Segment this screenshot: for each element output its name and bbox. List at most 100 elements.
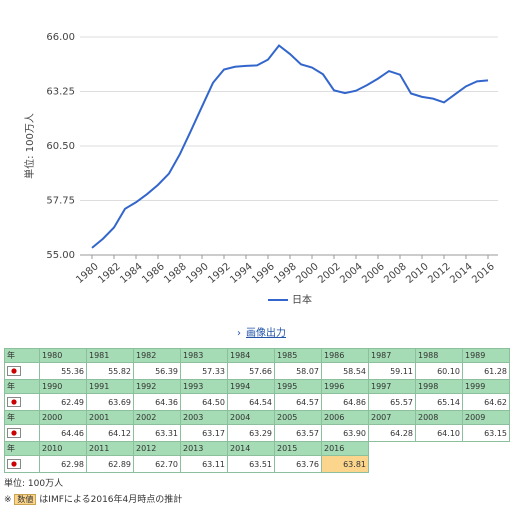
flag bbox=[7, 397, 21, 407]
year-cell: 1986 bbox=[321, 348, 369, 363]
year-cell: 1982 bbox=[133, 348, 181, 363]
year-cell: 2012 bbox=[133, 441, 181, 456]
year-cell: 1996 bbox=[321, 379, 369, 394]
year-cell: 2009 bbox=[462, 410, 510, 425]
year-cell: 1988 bbox=[415, 348, 463, 363]
flag-cell bbox=[4, 455, 40, 473]
year-cell: 2005 bbox=[274, 410, 322, 425]
line-series bbox=[91, 44, 489, 249]
value-cell: 64.46 bbox=[39, 424, 87, 442]
value-cell: 62.89 bbox=[86, 455, 134, 473]
year-cell: 1983 bbox=[180, 348, 228, 363]
value-cell: 64.50 bbox=[180, 393, 228, 411]
x-tick-label: 2000 bbox=[294, 261, 321, 286]
year-cell: 1993 bbox=[180, 379, 228, 394]
year-cell: 2013 bbox=[180, 441, 228, 456]
value-cell: 63.81 bbox=[321, 455, 369, 473]
year-cell: 2008 bbox=[415, 410, 463, 425]
year-cell: 1997 bbox=[368, 379, 416, 394]
year-cell: 1989 bbox=[462, 348, 510, 363]
x-tick-label: 2012 bbox=[426, 261, 453, 286]
value-cell: 63.15 bbox=[462, 424, 510, 442]
year-cell: 1991 bbox=[86, 379, 134, 394]
value-cell: 64.86 bbox=[321, 393, 369, 411]
y-tick-label: 57.75 bbox=[46, 196, 75, 207]
flag-cell bbox=[4, 362, 40, 380]
note-text: はIMFによる2016年4月時点の推計 bbox=[39, 495, 183, 505]
y-tick-label: 66.00 bbox=[46, 32, 75, 43]
value-row: 55.36 55.82 56.39 57.33 57.66 58.07 58.54 59.11… bbox=[4, 362, 510, 380]
x-tick-label: 1988 bbox=[162, 261, 189, 286]
flag-cell bbox=[4, 393, 40, 411]
export-link[interactable]: 画像出力 bbox=[246, 326, 286, 339]
x-tick-label: 2016 bbox=[470, 261, 497, 286]
year-header: 年 bbox=[4, 410, 40, 425]
header-row: 年 1990 1991 1992 1993 1994 1995 1996 1997 1998 199… bbox=[4, 379, 510, 394]
value-cell: 64.36 bbox=[133, 393, 181, 411]
value-cell: 55.36 bbox=[39, 362, 87, 380]
empty-cell bbox=[463, 442, 510, 456]
year-cell: 1981 bbox=[86, 348, 134, 363]
y-tick-label: 63.25 bbox=[46, 87, 75, 98]
flag bbox=[7, 366, 21, 376]
value-cell: 64.57 bbox=[274, 393, 322, 411]
value-cell: 64.28 bbox=[368, 424, 416, 442]
year-cell: 2003 bbox=[180, 410, 228, 425]
value-cell: 62.98 bbox=[39, 455, 87, 473]
year-cell: 2002 bbox=[133, 410, 181, 425]
year-cell: 2015 bbox=[274, 441, 322, 456]
x-tick-label: 2002 bbox=[316, 261, 343, 286]
empty-cell bbox=[369, 456, 416, 473]
x-tick-label: 1986 bbox=[140, 261, 167, 286]
value-cell: 63.17 bbox=[180, 424, 228, 442]
x-tick-label: 1998 bbox=[272, 261, 299, 286]
header-row: 年 2010 2011 2012 2013 2014 2015 2016 bbox=[4, 441, 510, 456]
year-cell: 1994 bbox=[227, 379, 275, 394]
empty-cell bbox=[416, 442, 463, 456]
flag-cell bbox=[4, 424, 40, 442]
x-tick-label: 1990 bbox=[184, 261, 211, 286]
empty-cell bbox=[416, 456, 463, 473]
x-tick-label: 1984 bbox=[118, 261, 145, 286]
x-tick-label: 2004 bbox=[338, 261, 365, 286]
flag bbox=[7, 459, 21, 469]
value-cell: 63.29 bbox=[227, 424, 275, 442]
value-cell: 57.33 bbox=[180, 362, 228, 380]
value-cell: 64.62 bbox=[462, 393, 510, 411]
value-cell: 60.10 bbox=[415, 362, 463, 380]
note-badge: 数値 bbox=[14, 494, 37, 505]
estimate-note: ※ 数値 はIMFによる2016年4月時点の推計 bbox=[4, 492, 182, 505]
x-tick-label: 2006 bbox=[360, 261, 387, 286]
y-axis-label: 単位: 100万人 bbox=[23, 113, 36, 179]
note-mark: ※ bbox=[4, 495, 12, 505]
year-cell: 2010 bbox=[39, 441, 87, 456]
flag bbox=[7, 428, 21, 438]
x-tick-label: 1980 bbox=[74, 261, 101, 286]
year-cell: 1995 bbox=[274, 379, 322, 394]
export-icon: › bbox=[237, 328, 241, 339]
x-tick-label: 1982 bbox=[96, 261, 123, 286]
value-cell: 64.12 bbox=[86, 424, 134, 442]
value-row: 64.46 64.12 63.31 63.17 63.29 63.57 63.90 64.28… bbox=[4, 424, 510, 442]
value-cell: 61.28 bbox=[462, 362, 510, 380]
year-cell: 2004 bbox=[227, 410, 275, 425]
x-tick-label: 1992 bbox=[206, 261, 233, 286]
year-cell: 2006 bbox=[321, 410, 369, 425]
value-cell: 62.49 bbox=[39, 393, 87, 411]
year-cell: 1987 bbox=[368, 348, 416, 363]
year-header: 年 bbox=[4, 379, 40, 394]
value-cell: 65.57 bbox=[368, 393, 416, 411]
year-cell: 1980 bbox=[39, 348, 87, 363]
value-cell: 58.54 bbox=[321, 362, 369, 380]
year-cell: 2007 bbox=[368, 410, 416, 425]
empty-cell bbox=[463, 456, 510, 473]
year-cell: 1992 bbox=[133, 379, 181, 394]
year-cell: 2001 bbox=[86, 410, 134, 425]
x-tick-label: 2010 bbox=[404, 261, 431, 286]
value-cell: 63.51 bbox=[227, 455, 275, 473]
year-cell: 1985 bbox=[274, 348, 322, 363]
value-cell: 62.70 bbox=[133, 455, 181, 473]
x-tick-label: 2008 bbox=[382, 261, 409, 286]
year-header: 年 bbox=[4, 441, 40, 456]
